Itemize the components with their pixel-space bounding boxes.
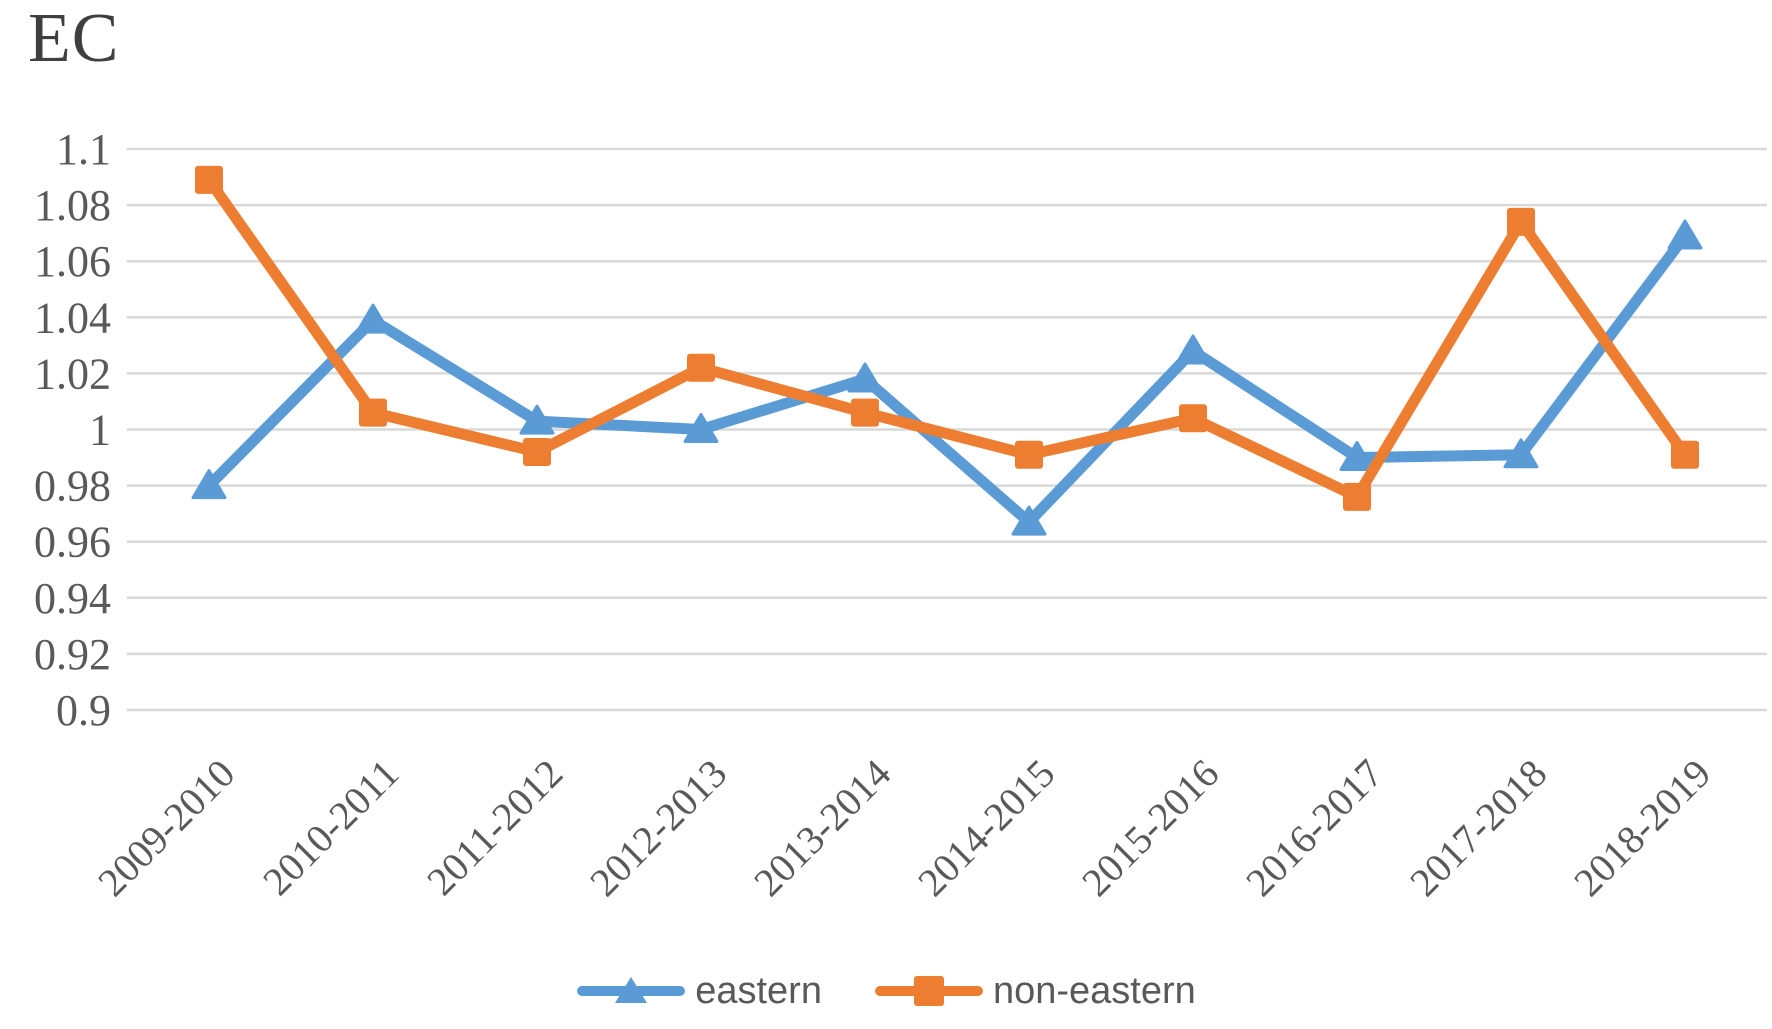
y-tick-label: 1.1: [56, 125, 111, 174]
non-eastern-line: [203, 174, 1691, 503]
non-eastern-marker: [851, 398, 879, 427]
non-eastern-marker: [195, 165, 223, 194]
non-eastern-marker: [687, 353, 715, 382]
y-tick-label: 1.06: [34, 237, 111, 286]
x-tick-label: 2011-2012: [418, 751, 571, 904]
non-eastern-marker: [1671, 440, 1699, 469]
legend-label-eastern: eastern: [695, 970, 822, 1012]
x-tick-label: 2012-2013: [581, 751, 735, 905]
x-tick-label: 2013-2014: [745, 751, 899, 905]
y-tick-label: 0.96: [34, 518, 111, 567]
y-tick-label: 1.02: [34, 349, 111, 398]
x-tick-label: 2015-2016: [1073, 751, 1227, 905]
eastern-marker: [847, 362, 883, 393]
eastern-marker: [1011, 505, 1047, 536]
eastern-marker: [1667, 219, 1703, 250]
non-eastern-line-square-marker-icon: [874, 976, 983, 1006]
y-tick-label: 1.04: [34, 293, 111, 342]
legend-item-non-eastern: non-eastern: [874, 972, 1196, 1010]
y-tick-label: 0.9: [56, 686, 111, 735]
non-eastern-marker: [1179, 404, 1207, 433]
eastern-line-triangle-marker-icon: [577, 977, 686, 1003]
eastern-marker: [683, 413, 719, 443]
x-tick-label: 2016-2017: [1237, 751, 1391, 905]
non-eastern-marker: [1343, 482, 1371, 511]
non-eastern-marker: [1507, 207, 1535, 236]
x-tick-label: 2014-2015: [909, 751, 1063, 905]
eastern-marker: [355, 303, 391, 334]
legend-label-non-eastern: non-eastern: [992, 970, 1196, 1012]
x-tick-label: 2010-2011: [254, 751, 407, 904]
eastern-marker: [1175, 334, 1211, 365]
eastern-marker: [1503, 438, 1539, 469]
chart-legend: eastern non-eastern: [0, 972, 1772, 1010]
non-eastern-marker: [359, 398, 387, 427]
y-tick-label: 0.92: [34, 630, 111, 679]
y-tick-label: 1: [89, 406, 111, 455]
y-tick-label: 1.08: [34, 181, 111, 230]
eastern-marker: [1339, 441, 1375, 472]
non-eastern-marker: [523, 437, 551, 466]
x-tick-label: 2018-2019: [1565, 751, 1719, 905]
x-tick-label: 2017-2018: [1401, 751, 1555, 905]
x-tick-label: 2009-2010: [89, 751, 243, 905]
eastern-marker: [519, 404, 555, 435]
non-eastern-marker: [1015, 440, 1043, 469]
y-tick-label: 0.94: [34, 574, 111, 623]
legend-item-eastern: eastern: [576, 972, 822, 1010]
eastern-marker: [191, 469, 227, 500]
chart-title: EC: [28, 0, 120, 77]
eastern-line: [203, 230, 1691, 528]
y-tick-label: 0.98: [34, 462, 111, 511]
